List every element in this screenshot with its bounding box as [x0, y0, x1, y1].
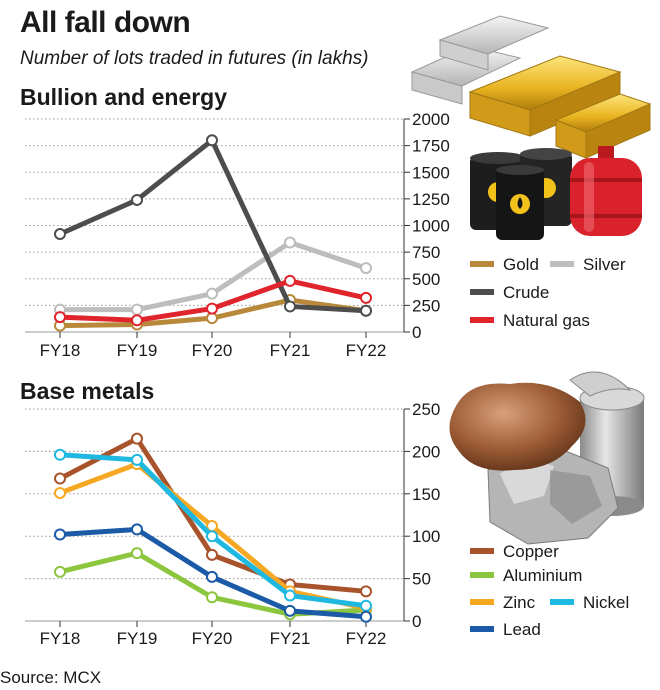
- x-tick-label: FY19: [117, 629, 158, 648]
- x-tick-label: FY22: [346, 629, 387, 648]
- data-point-aluminium: [131, 547, 143, 560]
- gas-cylinder-illustration: [570, 146, 642, 236]
- bullion-energy-chart: 0 250 500 750 1000 1250 1500 1750 2000 FY18 FY19 FY…: [25, 110, 450, 360]
- data-point-copper: [206, 548, 218, 561]
- legend-label-nickel: Nickel: [583, 593, 629, 612]
- data-point-crude: [206, 134, 218, 147]
- legend-label-zinc: Zinc: [503, 593, 536, 612]
- y-tick-label: 0: [412, 323, 421, 342]
- y-tick-label: 200: [412, 442, 440, 461]
- data-point-silver: [360, 262, 372, 275]
- x-tick-label: FY20: [192, 341, 233, 360]
- x-tick-label: FY19: [117, 341, 158, 360]
- legend-label-silver: Silver: [583, 255, 626, 274]
- series-line-copper: [57, 436, 369, 594]
- oil-barrels-illustration: [470, 148, 572, 240]
- y-tick-label: 1000: [412, 217, 450, 236]
- data-point-nickel: [284, 589, 296, 602]
- data-point-crude: [54, 228, 66, 241]
- data-point-crude: [360, 304, 372, 317]
- data-point-zinc: [54, 486, 66, 499]
- data-point-lead: [284, 604, 296, 617]
- y-tick-label: 500: [412, 270, 440, 289]
- legend-label-copper: Copper: [503, 542, 559, 561]
- chart-title: All fall down: [20, 6, 191, 39]
- data-point-nickel: [54, 448, 66, 461]
- data-point-lead: [206, 570, 218, 583]
- y-tick-label: 250: [412, 296, 440, 315]
- data-point-silver: [206, 287, 218, 300]
- data-point-copper: [131, 432, 143, 445]
- data-point-nickel: [206, 530, 218, 543]
- data-point-natural-gas: [360, 291, 372, 304]
- x-tick-label: FY18: [40, 629, 81, 648]
- base-metals-illustration: [449, 371, 645, 545]
- data-point-copper: [360, 585, 372, 598]
- data-point-crude: [131, 193, 143, 206]
- y-tick-label: 0: [412, 612, 421, 631]
- x-tick-label: FY21: [270, 629, 311, 648]
- data-point-natural-gas: [54, 311, 66, 324]
- y-tick-label: 1500: [412, 163, 450, 182]
- y-tick-label: 50: [412, 570, 431, 589]
- data-point-natural-gas: [284, 274, 296, 287]
- x-tick-label: FY21: [270, 341, 311, 360]
- data-point-gold: [206, 312, 218, 325]
- data-point-aluminium: [206, 591, 218, 604]
- base-metals-chart: 0 50 100 150 200 250 FY18 FY19 FY20 FY21 FY22: [25, 400, 440, 648]
- legend-label-natural-gas: Natural gas: [503, 311, 590, 330]
- data-point-natural-gas: [206, 302, 218, 315]
- legend-label-crude: Crude: [503, 283, 549, 302]
- data-point-silver: [284, 236, 296, 249]
- data-point-aluminium: [54, 565, 66, 578]
- panel-title-bullion: Bullion and energy: [20, 84, 228, 110]
- data-point-natural-gas: [131, 314, 143, 327]
- chart-subtitle: Number of lots traded in futures (in lak…: [20, 48, 369, 69]
- x-tick-label: FY20: [192, 629, 233, 648]
- bullion-bars-illustration: [410, 15, 652, 159]
- data-point-silver: [131, 303, 143, 316]
- y-tick-label: 1250: [412, 190, 450, 209]
- data-point-crude: [284, 300, 296, 313]
- data-point-nickel: [360, 599, 372, 612]
- legend-label-lead: Lead: [503, 620, 541, 639]
- series-line-aluminium: [57, 550, 369, 617]
- data-point-lead: [131, 523, 143, 536]
- data-point-lead: [360, 610, 372, 623]
- y-tick-label: 2000: [412, 110, 450, 129]
- y-tick-label: 150: [412, 485, 440, 504]
- x-tick-label: FY18: [40, 341, 81, 360]
- legend-label-gold: Gold: [503, 255, 539, 274]
- source-note: Source: MCX: [0, 668, 102, 687]
- y-tick-label: 1750: [412, 137, 450, 156]
- y-tick-label: 250: [412, 400, 440, 419]
- data-point-copper: [54, 472, 66, 485]
- data-point-nickel: [131, 453, 143, 466]
- x-tick-label: FY22: [346, 341, 387, 360]
- y-tick-label: 100: [412, 527, 440, 546]
- base-metals-legend: Copper Aluminium Zinc Nickel Lead: [470, 542, 629, 639]
- panel-title-base-metals: Base metals: [20, 378, 155, 404]
- y-tick-label: 750: [412, 243, 440, 262]
- legend-label-aluminium: Aluminium: [503, 566, 582, 585]
- bullion-energy-legend: Gold Silver Crude Natural gas: [470, 255, 626, 330]
- data-point-lead: [54, 528, 66, 541]
